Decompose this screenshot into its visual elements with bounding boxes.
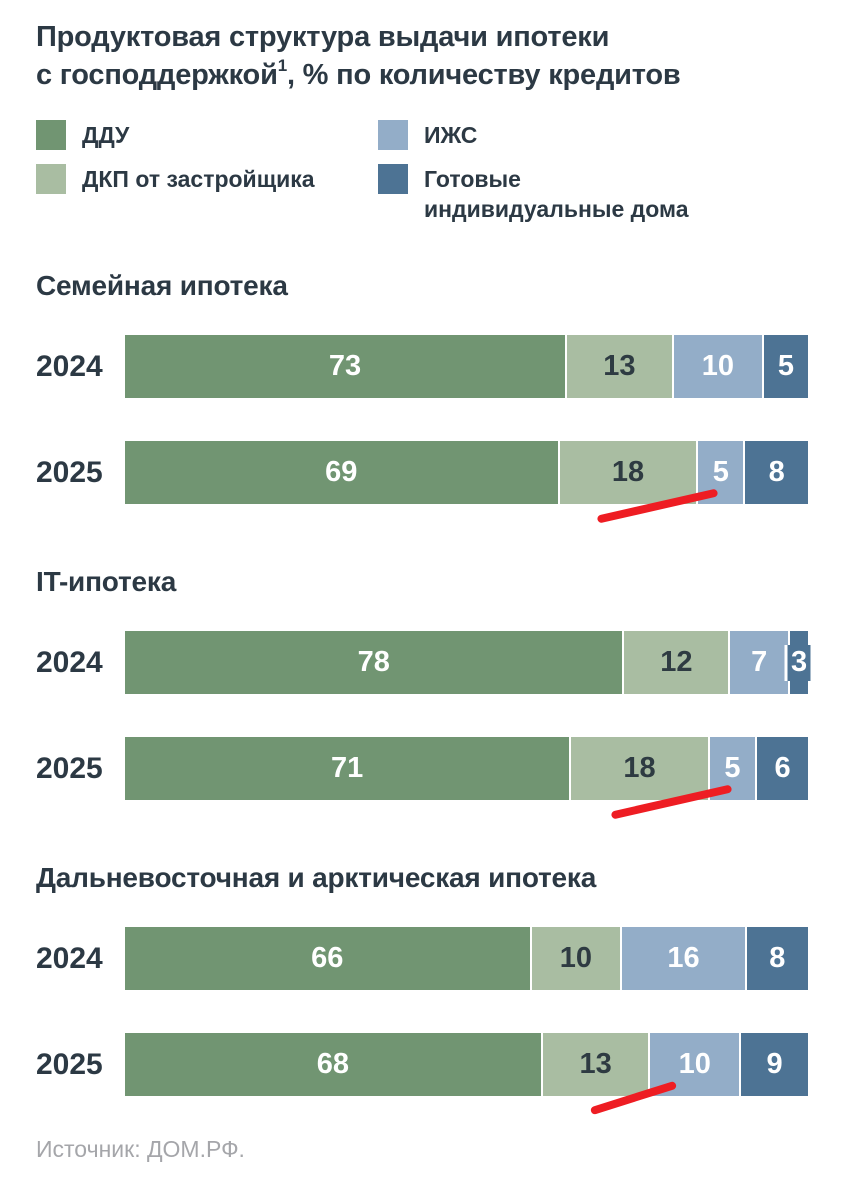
bar-segment: 73 [125, 335, 565, 398]
year-label: 2024 [36, 941, 103, 975]
year-label: 2024 [36, 349, 103, 383]
bar-segment-value: 7 [751, 646, 768, 678]
bar-row: 2024 73 13 10 5 [36, 335, 808, 398]
stacked-bar: 73 13 10 5 [125, 335, 808, 398]
legend-color-swatch-icon [378, 120, 408, 150]
bar-segment: 8 [745, 441, 809, 504]
bar-segment-value: 5 [777, 350, 795, 382]
legend-label: ДКП от застройщика [82, 166, 315, 192]
bar-segment-value: 5 [724, 752, 741, 784]
footnote-marker: 1 [277, 56, 287, 75]
section-heading: Дальневосточная и арктическая ипотека [36, 862, 597, 893]
bar-segment-value: 71 [330, 752, 364, 784]
bar-segment: 9 [741, 1033, 808, 1096]
stacked-bar: 71 18 5 6 [125, 737, 809, 820]
bar-segment-value: 18 [611, 456, 645, 488]
bar-segment: 13 [542, 1033, 649, 1096]
year-label: 2025 [36, 455, 103, 489]
bar-segment-value: 69 [325, 456, 358, 488]
bar-segment-value-badge: 3 [784, 644, 814, 681]
bar-segment: 78 [125, 631, 623, 694]
bar-segment: 69 [125, 441, 558, 504]
bar-segment-value: 10 [701, 350, 735, 382]
bar-segment: 18 [571, 737, 708, 800]
bar-segment: 3 [784, 631, 814, 694]
bar-segment: 7 [730, 631, 789, 694]
bar-row: 2024 78 12 7 3 [36, 631, 814, 694]
source-note: Источник: ДОМ.РФ. [36, 1136, 245, 1162]
page-title: Продуктовая структура выдачи ипотеки с г… [36, 18, 808, 94]
title-line-2: с господдержкой1, % по количеству кредит… [36, 56, 808, 94]
bar-segment: 16 [622, 927, 745, 990]
legend-item: ИЖС [378, 120, 768, 150]
legend-item: Готовые индивидуальные дома [378, 164, 768, 224]
stacked-bar: 78 12 7 3 [125, 631, 814, 694]
stacked-bar: 69 18 5 8 [125, 441, 809, 524]
bar-segment: 13 [566, 335, 672, 398]
stacked-bar: 68 13 10 9 [125, 1033, 808, 1116]
section-heading: IT-ипотека [36, 566, 177, 597]
section-rows: 2024 78 12 7 3 2025 71 18 5 6 [36, 631, 814, 820]
legend-color-swatch-icon [36, 120, 66, 150]
bar-segment: 8 [746, 927, 808, 990]
title-line-2-suffix: , % по количеству кредитов [286, 59, 681, 91]
bar-segment-value: 6 [774, 752, 791, 784]
year-label: 2025 [36, 1047, 103, 1081]
bar-segment-value: 68 [316, 1048, 350, 1080]
bar-segment: 66 [125, 927, 530, 990]
legend-color-swatch-icon [378, 164, 408, 194]
bar-segment-value: 13 [603, 350, 636, 382]
bar-segment: 6 [757, 737, 809, 800]
section-rows: 2024 73 13 10 5 2025 69 18 5 8 [36, 335, 809, 524]
bar-segment: 10 [531, 927, 621, 990]
legend: ДДУ ДКП от застройщика ИЖС Готовые индивиду… [36, 120, 808, 224]
section: Семейная ипотека 2024 73 13 10 5 2025 69 18 5 8 [36, 270, 809, 524]
bar-segment-value: 8 [769, 942, 786, 974]
bar-row: 2024 66 10 16 8 [36, 927, 808, 990]
bar-row: 2025 69 18 5 8 [36, 441, 809, 524]
section-heading: Семейная ипотека [36, 270, 288, 301]
bar-segment-value: 9 [766, 1048, 783, 1080]
bar-row: 2025 71 18 5 6 [36, 737, 809, 820]
bar-segment-value: 5 [712, 456, 729, 488]
bar-segment-value: 66 [311, 942, 344, 974]
title-line-2-prefix: с господдержкой [36, 59, 278, 91]
legend-item: ДКП от застройщика [36, 164, 378, 224]
bar-segment-value: 10 [678, 1048, 711, 1080]
bar-segment: 18 [559, 441, 697, 504]
bar-segment: 10 [673, 335, 762, 398]
bar-segment: 5 [763, 335, 808, 398]
bar-segment-value: 12 [660, 646, 693, 678]
bar-segment: 12 [624, 631, 729, 694]
stacked-bar: 66 10 16 8 [125, 927, 808, 990]
bar-segment-value: 16 [667, 942, 700, 974]
section: IT-ипотека 2024 78 12 7 3 2025 71 18 5 6 [36, 566, 814, 820]
bar-segment-value: 18 [623, 752, 656, 784]
legend-color-swatch-icon [36, 164, 66, 194]
bar-segment-value: 13 [579, 1048, 612, 1080]
bar-row: 2025 68 13 10 9 [36, 1033, 808, 1116]
legend-label: Готовые индивидуальные дома [424, 166, 689, 222]
section: Дальневосточная и арктическая ипотека 202… [36, 862, 808, 1116]
chart-sections: Семейная ипотека 2024 73 13 10 5 2025 69 18 5 8 IT-… [36, 270, 814, 1116]
bar-segment-value: 73 [328, 350, 362, 382]
bar-segment: 68 [125, 1033, 541, 1096]
legend-label: ДДУ [82, 122, 130, 148]
year-label: 2024 [36, 645, 103, 679]
bar-segment-value: 78 [357, 646, 390, 678]
year-label: 2025 [36, 751, 103, 785]
legend-item: ДДУ [36, 120, 378, 150]
legend-label: ИЖС [424, 122, 478, 148]
bar-segment-value: 8 [768, 456, 785, 488]
bar-segment: 71 [125, 737, 570, 800]
bar-segment-value: 10 [559, 942, 593, 974]
title-line-1: Продуктовая структура выдачи ипотеки [36, 21, 610, 53]
section-rows: 2024 66 10 16 8 2025 68 13 10 9 [36, 927, 808, 1116]
